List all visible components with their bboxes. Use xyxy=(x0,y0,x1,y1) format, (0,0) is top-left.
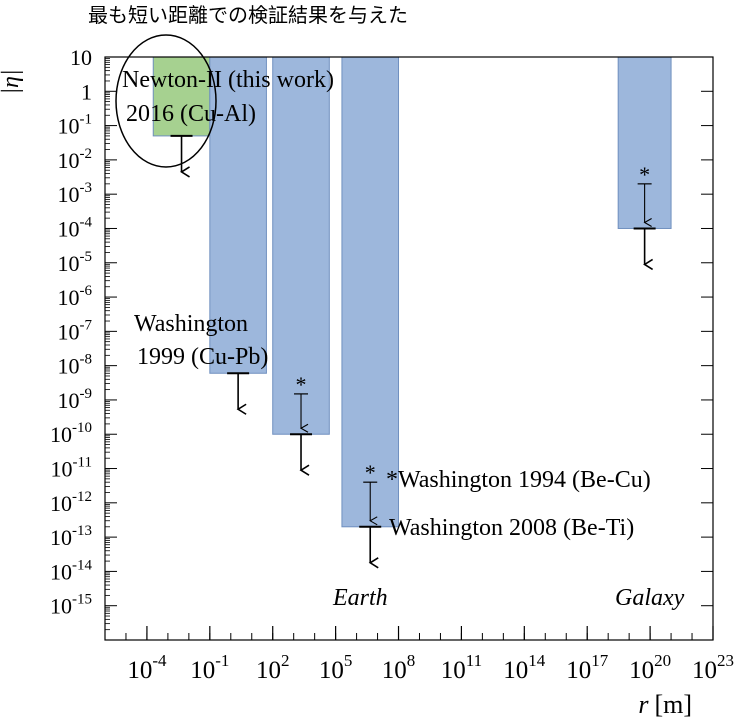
bar-washington-1999 xyxy=(209,56,267,374)
y-tick-label: 10-9 xyxy=(58,386,93,413)
x-tick-label: 1020 xyxy=(629,651,671,684)
x-tick-label: 105 xyxy=(319,651,353,684)
y-tick-label: 10-8 xyxy=(58,352,93,379)
annotation-galaxy: Galaxy xyxy=(615,585,685,611)
x-axis-unit: [m] xyxy=(654,690,692,719)
y-tick-label: 10-14 xyxy=(50,557,92,584)
y-tick-label: 10-7 xyxy=(58,317,93,344)
bar-washington-2008 xyxy=(341,56,400,528)
annotation-newton-line2: 2016 (Cu-Al) xyxy=(126,101,256,127)
y-tick-label: 10-4 xyxy=(58,214,93,241)
x-tick-label: 1011 xyxy=(441,651,482,684)
annotation-newton-line1: Newton-II (this work) xyxy=(122,67,334,93)
y-tick-label: 10-13 xyxy=(50,523,92,550)
y-tick-label: 10-6 xyxy=(58,283,93,310)
x-tick-label: 1014 xyxy=(503,651,546,684)
y-tick-label: 10-12 xyxy=(50,489,92,516)
x-tick-label: 10-1 xyxy=(190,651,229,684)
annotation-wash1999-line1: Washington xyxy=(134,311,248,337)
x-tick-label: 10-4 xyxy=(127,651,167,684)
y-tick-label: 10-1 xyxy=(58,112,93,139)
y-tick-label: 10-15 xyxy=(50,592,92,619)
y-tick-label: 10-3 xyxy=(58,180,93,207)
y-tick-label: 10-2 xyxy=(58,146,93,173)
y-axis: 10 1 10-1 10-2 10-3 10-4 10-5 10-6 10-7 10-8 10-9 1… xyxy=(50,45,713,631)
x-tick-label: 102 xyxy=(256,651,290,684)
x-tick-label: 108 xyxy=(382,651,416,684)
plot-frame xyxy=(104,56,714,641)
annotation-wash1994: *Washington 1994 (Be-Cu) xyxy=(386,467,651,493)
y-tick-label: 10-11 xyxy=(51,455,92,482)
highlight-ellipse xyxy=(115,34,217,168)
x-axis-label: r [m] xyxy=(638,690,692,719)
annotation-wash2008: Washington 2008 (Be-Ti) xyxy=(389,515,634,541)
annotation-earth: Earth xyxy=(332,585,388,611)
star-marker-washington-2008: * xyxy=(365,460,376,485)
annotation-wash1999-line2: 1999 (Cu-Pb) xyxy=(137,344,268,370)
limits-layer: * * * xyxy=(170,134,656,569)
x-tick-label: 1017 xyxy=(566,651,609,684)
y-tick-label: 10-5 xyxy=(58,249,93,276)
y-tick-label: 1 xyxy=(81,79,92,104)
y-tick-label: 10 xyxy=(70,45,92,70)
bars-layer xyxy=(152,56,672,528)
x-axis-variable: r xyxy=(638,690,649,719)
chart-title: 最も短い距離での検証結果を与えた xyxy=(88,3,408,27)
bar-newton-ii xyxy=(152,56,211,137)
star-marker-galaxy: * xyxy=(639,162,650,187)
y-tick-label: 10-10 xyxy=(50,420,92,447)
y-axis-label: |η| xyxy=(0,69,24,94)
star-marker-washington-1994-mid: * xyxy=(296,372,307,397)
x-axis: 10-4 10-1 102 105 108 1011 1014 1017 1020 1023 xyxy=(104,626,734,684)
x-tick-label: 1023 xyxy=(692,651,734,684)
